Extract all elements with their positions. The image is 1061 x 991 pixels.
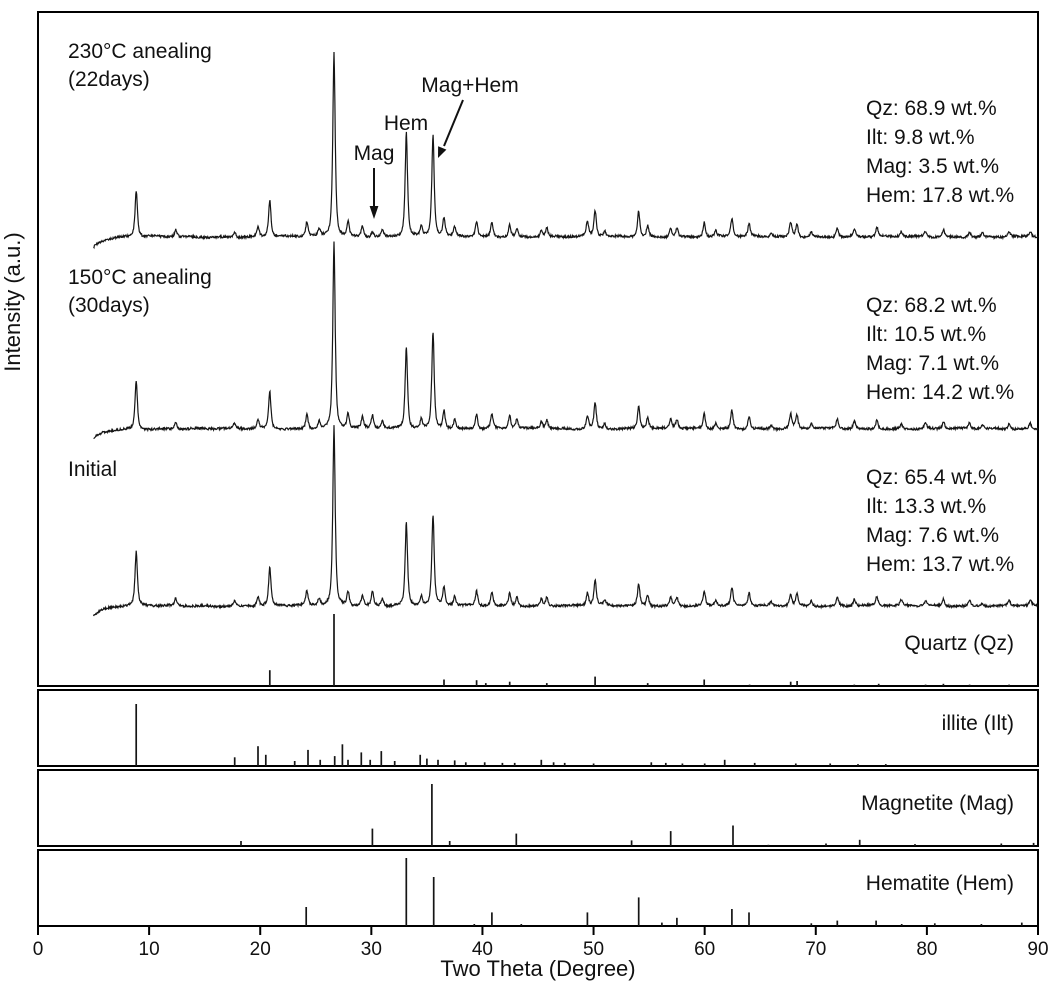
x-tick-label: 10 xyxy=(139,939,160,960)
series-title-150C-line1: 150°C anealing xyxy=(68,266,212,289)
hematite-reference-label: Hematite (Hem) xyxy=(866,872,1014,895)
x-tick-label: 80 xyxy=(916,939,937,960)
series-title-230C-line2: (22days) xyxy=(68,68,150,91)
y-axis-label: Intensity (a.u.) xyxy=(0,232,25,371)
mag-hem-peak-annotation: Mag+Hem xyxy=(421,74,519,158)
x-tick-label: 0 xyxy=(33,939,44,960)
magnetite-reference-panel xyxy=(37,769,1039,847)
hem-peak-annotation: Hem xyxy=(384,112,428,135)
x-tick-label: 70 xyxy=(805,939,826,960)
composition-line: Ilt: 9.8 wt.% xyxy=(866,126,975,149)
illite-reference-panel xyxy=(37,689,1039,767)
mag-hem-arrow-line xyxy=(443,99,464,147)
x-tick-label: 40 xyxy=(472,939,493,960)
x-tick-label: 30 xyxy=(361,939,382,960)
composition-line: Mag: 7.1 wt.% xyxy=(866,352,999,375)
x-tick-label: 60 xyxy=(694,939,715,960)
xrd-trace-annealed-230C xyxy=(93,51,1039,250)
composition-line: Mag: 7.6 wt.% xyxy=(866,524,999,547)
series-title-150C-line2: (30days) xyxy=(68,294,150,317)
ref-pattern-magnetite xyxy=(240,784,1035,846)
main-plot-panel xyxy=(37,11,1039,687)
xrd-trace-annealed-150C xyxy=(93,241,1039,440)
x-tick-label: 50 xyxy=(583,939,604,960)
illite-reference-label: illite (Ilt) xyxy=(942,712,1014,735)
x-tick-label: 20 xyxy=(250,939,271,960)
quartz-reference-label: Quartz (Qz) xyxy=(904,632,1014,655)
hem-annotation-label: Hem xyxy=(384,112,428,135)
composition-line: Qz: 65.4 wt.% xyxy=(866,466,997,489)
hematite-reference-panel xyxy=(37,849,1039,927)
composition-line: Mag: 3.5 wt.% xyxy=(866,155,999,178)
mag-hem-arrow-head-icon xyxy=(438,146,447,158)
mag-annotation-label: Mag xyxy=(354,142,395,165)
series-title-230C-line1: 230°C anealing xyxy=(68,40,212,63)
x-axis-ticks-group: 0 10 20 30 40 50 60 70 80 90 xyxy=(33,926,1049,960)
magnetite-reference-label: Magnetite (Mag) xyxy=(861,792,1014,815)
composition-line: Ilt: 13.3 wt.% xyxy=(866,495,986,518)
composition-line: Qz: 68.9 wt.% xyxy=(866,97,997,120)
ref-pattern-quartz xyxy=(268,614,1010,686)
series-title-initial: Initial xyxy=(68,458,117,481)
composition-line: Qz: 68.2 wt.% xyxy=(866,294,997,317)
composition-block-150C: Qz: 68.2 wt.% Ilt: 10.5 wt.% Mag: 7.1 wt… xyxy=(866,294,1014,404)
xrd-trace-initial xyxy=(93,425,1039,617)
reference-stick-patterns-group xyxy=(135,614,1035,926)
mag-arrow-head-icon xyxy=(369,206,379,219)
x-tick-label: 90 xyxy=(1027,939,1048,960)
composition-line: Hem: 14.2 wt.% xyxy=(866,381,1014,404)
ref-pattern-illite xyxy=(135,704,887,766)
composition-block-230C: Qz: 68.9 wt.% Ilt: 9.8 wt.% Mag: 3.5 wt.… xyxy=(866,97,1014,207)
composition-line: Ilt: 10.5 wt.% xyxy=(866,323,986,346)
mag-peak-annotation: Mag xyxy=(354,142,395,219)
mag-hem-annotation-label: Mag+Hem xyxy=(421,74,518,97)
x-axis-label: Two Theta (Degree) xyxy=(440,956,635,981)
composition-line: Hem: 13.7 wt.% xyxy=(866,553,1014,576)
composition-block-initial: Qz: 65.4 wt.% Ilt: 13.3 wt.% Mag: 7.6 wt… xyxy=(866,466,1014,576)
ref-pattern-hematite xyxy=(305,858,1023,926)
composition-line: Hem: 17.8 wt.% xyxy=(866,184,1014,207)
xrd-traces-group xyxy=(93,51,1039,617)
